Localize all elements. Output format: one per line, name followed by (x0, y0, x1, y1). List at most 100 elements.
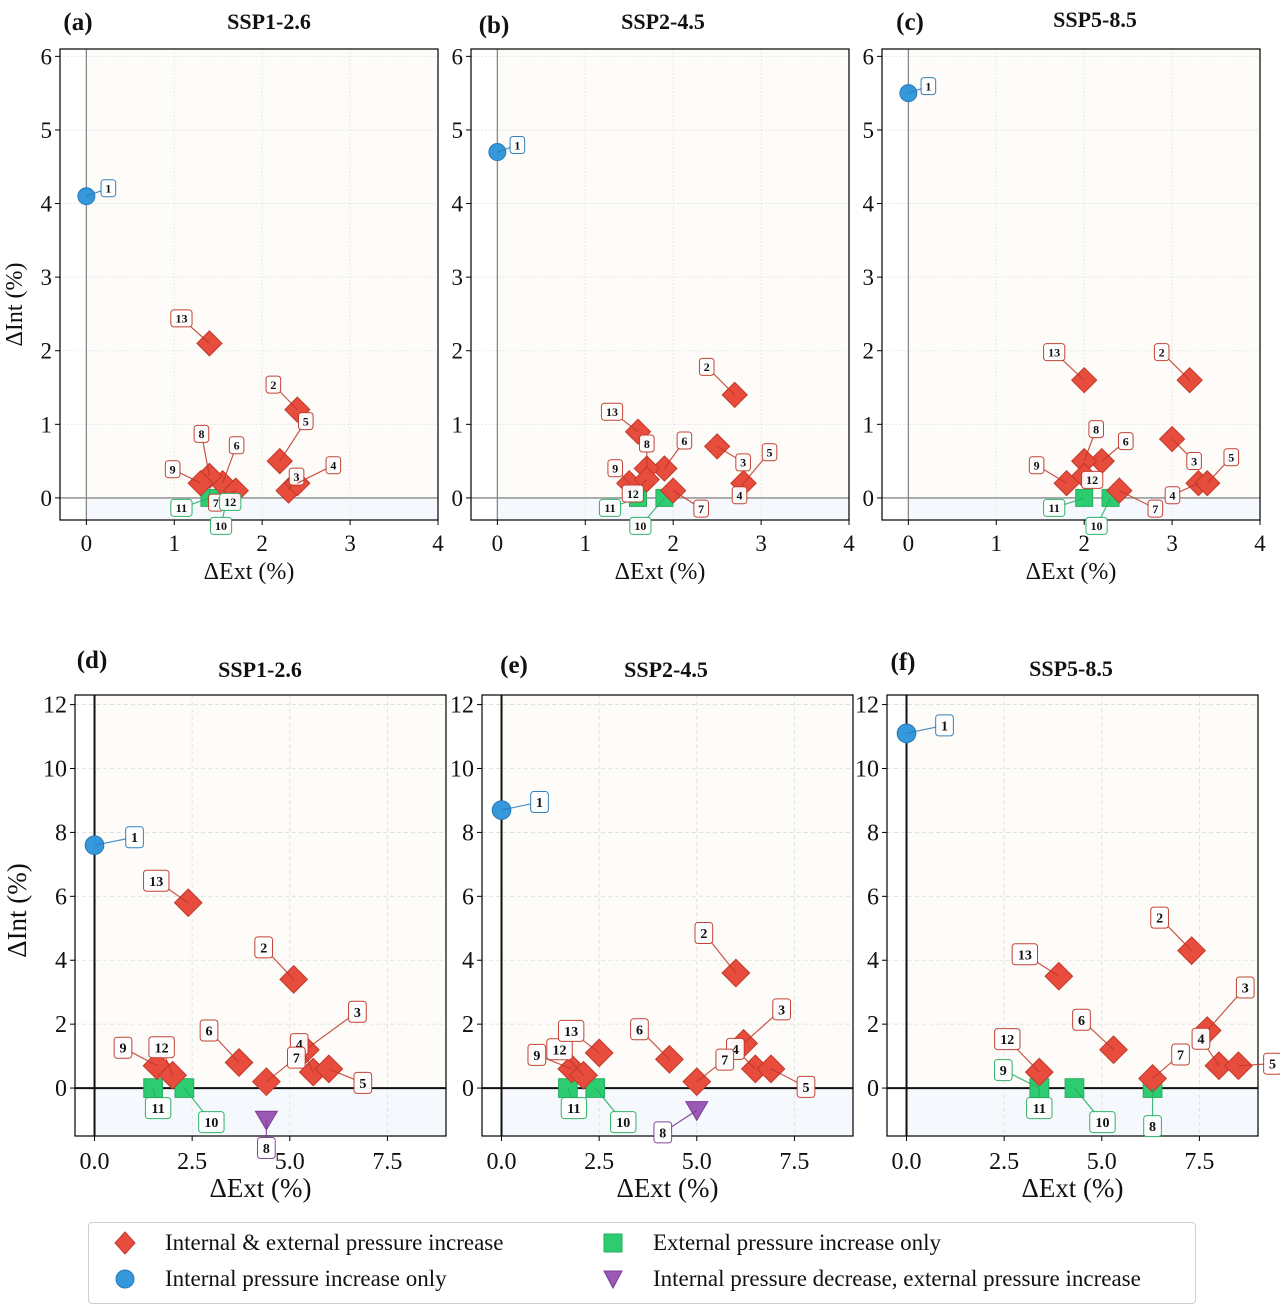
annotation-box (715, 1048, 735, 1071)
annotation-box (731, 486, 748, 505)
annotation-label: 10 (204, 1116, 218, 1131)
annotation-box (1150, 906, 1169, 929)
x-axis-label: ΔExt (%) (1021, 1173, 1123, 1203)
annotation-box (144, 1097, 172, 1120)
annotation-box (257, 1137, 276, 1160)
annotation-box (287, 1046, 306, 1069)
annotation-box (598, 498, 622, 517)
x-tick-label: 2 (667, 531, 679, 556)
annotation-label: 7 (721, 1054, 728, 1069)
y-tick-label: 3 (863, 265, 875, 290)
y-tick-label: 4 (55, 948, 67, 974)
y-tick-label: 3 (452, 265, 464, 290)
annotation-label: 4 (737, 489, 743, 503)
annotation-box (1026, 1097, 1053, 1120)
annotation-label: 10 (1095, 1116, 1109, 1131)
annotation-box (796, 1075, 816, 1098)
annotation-box (560, 1097, 588, 1120)
y-tick-label: 4 (41, 192, 53, 217)
x-axis-label: ΔExt (%) (615, 559, 706, 585)
x-tick-label: 0 (903, 531, 915, 556)
y-tick-label: 0 (452, 486, 464, 511)
annotation-box (219, 492, 242, 511)
y-tick-label: 4 (452, 192, 464, 217)
annotation-label: 8 (1149, 1120, 1156, 1135)
y-axis-label: ΔInt (%) (2, 863, 32, 958)
annotation-label: 11 (1049, 501, 1060, 515)
annotation-label: 6 (1078, 1014, 1085, 1029)
annotation-label: 8 (263, 1142, 270, 1157)
y-tick-label: 6 (863, 44, 875, 69)
y-tick-label: 6 (41, 44, 53, 69)
y-tick-label: 0 (867, 1076, 879, 1102)
y-tick-label: 10 (450, 757, 474, 783)
annotation-box (209, 516, 233, 535)
diamond-marker-icon (114, 1231, 136, 1255)
annotation-box (1043, 498, 1066, 517)
x-tick-label: 2.5 (177, 1149, 207, 1175)
annotation-box (1143, 1115, 1162, 1138)
annotation-label: 13 (175, 312, 187, 326)
y-tick-label: 0 (41, 486, 53, 511)
legend-item-internal-only: Internal pressure increase only (111, 1265, 447, 1293)
panel-title: SSP5-8.5 (1029, 656, 1113, 681)
x-tick-label: 4 (432, 531, 444, 556)
y-tick-label: 4 (863, 192, 875, 217)
annotation-label: 3 (354, 1006, 361, 1021)
y-axis-label: ΔInt (%) (2, 262, 28, 346)
panel-label: (b) (479, 12, 510, 39)
plot-frame (881, 48, 1261, 521)
annotation-box (148, 1036, 175, 1059)
x-axis-label: ΔExt (%) (209, 1173, 311, 1203)
annotation-box (1164, 486, 1181, 505)
annotation-label: 7 (213, 496, 219, 510)
y-tick-label: 0 (462, 1076, 474, 1102)
annotation-box (1081, 470, 1104, 489)
x-tick-label: 2 (256, 531, 268, 556)
y-tick-label: 2 (452, 339, 464, 364)
annotation-label: 12 (155, 1041, 169, 1056)
y-tick-label: 1 (863, 412, 875, 437)
annotation-label: 13 (564, 1025, 578, 1040)
annotation-box (1235, 976, 1255, 999)
panel-title: SSP5-8.5 (1053, 7, 1137, 32)
annotation-box (676, 431, 693, 450)
x-tick-label: 7.5 (372, 1149, 402, 1175)
x-tick-label: 1 (169, 531, 181, 556)
annotation-box (653, 1121, 673, 1144)
annotation-label: 4 (1197, 1033, 1204, 1048)
annotation-label: 11 (176, 501, 187, 515)
data-point-square (143, 1078, 163, 1098)
annotation-box (1191, 1027, 1211, 1050)
panel-label: (d) (77, 647, 108, 674)
annotation-box (198, 1111, 225, 1134)
plot-frame (886, 694, 1259, 1137)
x-tick-label: 1 (991, 531, 1003, 556)
annotation-label: 7 (698, 502, 704, 516)
y-tick-label: 4 (867, 948, 879, 974)
y-tick-label: 1 (41, 412, 53, 437)
annotation-box (265, 375, 282, 394)
y-tick-label: 2 (867, 1012, 879, 1038)
annotation-label: 5 (303, 414, 309, 428)
annotation-box (199, 1019, 219, 1042)
annotation-box (254, 936, 274, 959)
y-tick-label: 12 (855, 693, 879, 719)
annotation-box (772, 998, 792, 1021)
annotation-box (994, 1028, 1021, 1051)
upper-region (501, 695, 853, 1089)
annotation-box (694, 922, 714, 945)
y-tick-label: 10 (43, 757, 67, 783)
annotation-box (1085, 516, 1108, 535)
x-tick-label: 5.0 (1087, 1149, 1117, 1175)
annotation-label: 1 (105, 182, 111, 196)
plot-frame (470, 48, 850, 521)
annotation-box (761, 443, 778, 462)
annotation-label: 6 (681, 434, 687, 448)
annotation-label: 10 (215, 519, 227, 533)
annotation-box (630, 1018, 649, 1041)
annotation-label: 4 (296, 1038, 303, 1053)
y-tick-label: 6 (452, 44, 464, 69)
y-tick-label: 2 (41, 339, 53, 364)
annotation-box (113, 1036, 133, 1059)
